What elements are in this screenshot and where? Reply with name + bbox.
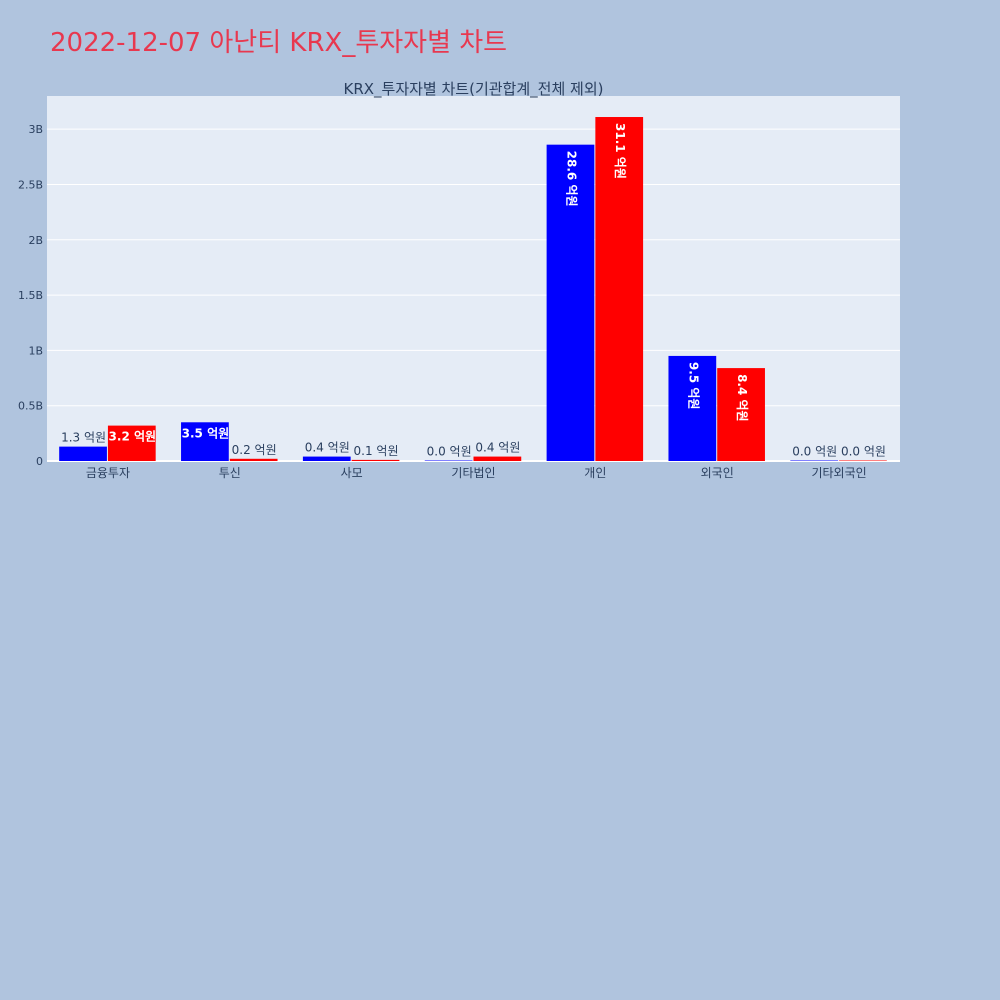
bar-value-label: 0.0 억원 (792, 445, 837, 459)
bar-value-label: 3.2 억원 (109, 430, 157, 444)
bar-value-label: 1.3 억원 (61, 431, 106, 445)
bar (546, 144, 595, 461)
bar (59, 446, 107, 461)
bar-value-label: 3.5 억원 (182, 426, 230, 440)
y-tick-label: 1B (28, 344, 43, 357)
bar (717, 368, 765, 461)
bar-value-label: 0.0 억원 (427, 445, 472, 459)
bar-value-label: 0.2 억원 (232, 443, 277, 457)
bar-value-label: 28.6 억원 (564, 151, 578, 207)
bar-value-label: 8.4 억원 (735, 374, 749, 422)
bar-value-label: 0.0 억원 (841, 445, 886, 459)
y-tick-label: 0 (36, 455, 43, 468)
bar-value-label: 0.1 억원 (354, 444, 399, 458)
bar-chart-top: 0 0.5B 1B 1.5B 2B 2.5B 3B KRX_투자자별 차트(기관합계_전체 제… (18, 80, 900, 480)
x-tick-label: 금융투자 (86, 466, 130, 480)
bar (473, 456, 522, 461)
bar (839, 460, 887, 461)
bar-value-label: 9.5 억원 (686, 362, 700, 410)
bar (107, 425, 156, 461)
chart-title: KRX_투자자별 차트(기관합계_전체 제외) (344, 80, 604, 99)
x-tick-label: 기타외국인 (811, 466, 866, 480)
bar (595, 117, 644, 462)
y-tick-label: 2B (28, 234, 43, 247)
bar-value-label: 0.4 억원 (305, 441, 350, 455)
bar-value-label: 0.4 억원 (475, 441, 520, 455)
bar (424, 460, 473, 461)
bar-value-label: 31.1 억원 (613, 123, 627, 179)
y-tick-label: 2.5B (18, 178, 43, 191)
y-tick-label: 3B (28, 123, 43, 136)
bar (181, 422, 229, 461)
bar (668, 355, 717, 461)
bar-chart-bottom: 00.2B0.4B0.6B0.8B1BKRX_투자자별 차트(기관합계_전체_개… (0, 0, 1000, 500)
x-tick-label: 외국인 (701, 466, 734, 480)
x-tick-label: 투신 (219, 466, 241, 480)
x-tick-label: 사모 (341, 466, 363, 480)
y-tick-label: 0.5B (18, 400, 43, 413)
y-tick-label: 1.5B (18, 289, 43, 302)
bar (790, 460, 839, 461)
bar (351, 459, 400, 461)
page-title: 2022-12-07 아난티 KRX_투자자별 차트 (50, 28, 508, 58)
x-tick-label: 기타법인 (451, 466, 495, 480)
bar (302, 456, 351, 461)
x-tick-label: 개인 (584, 466, 606, 480)
bar (229, 458, 278, 461)
